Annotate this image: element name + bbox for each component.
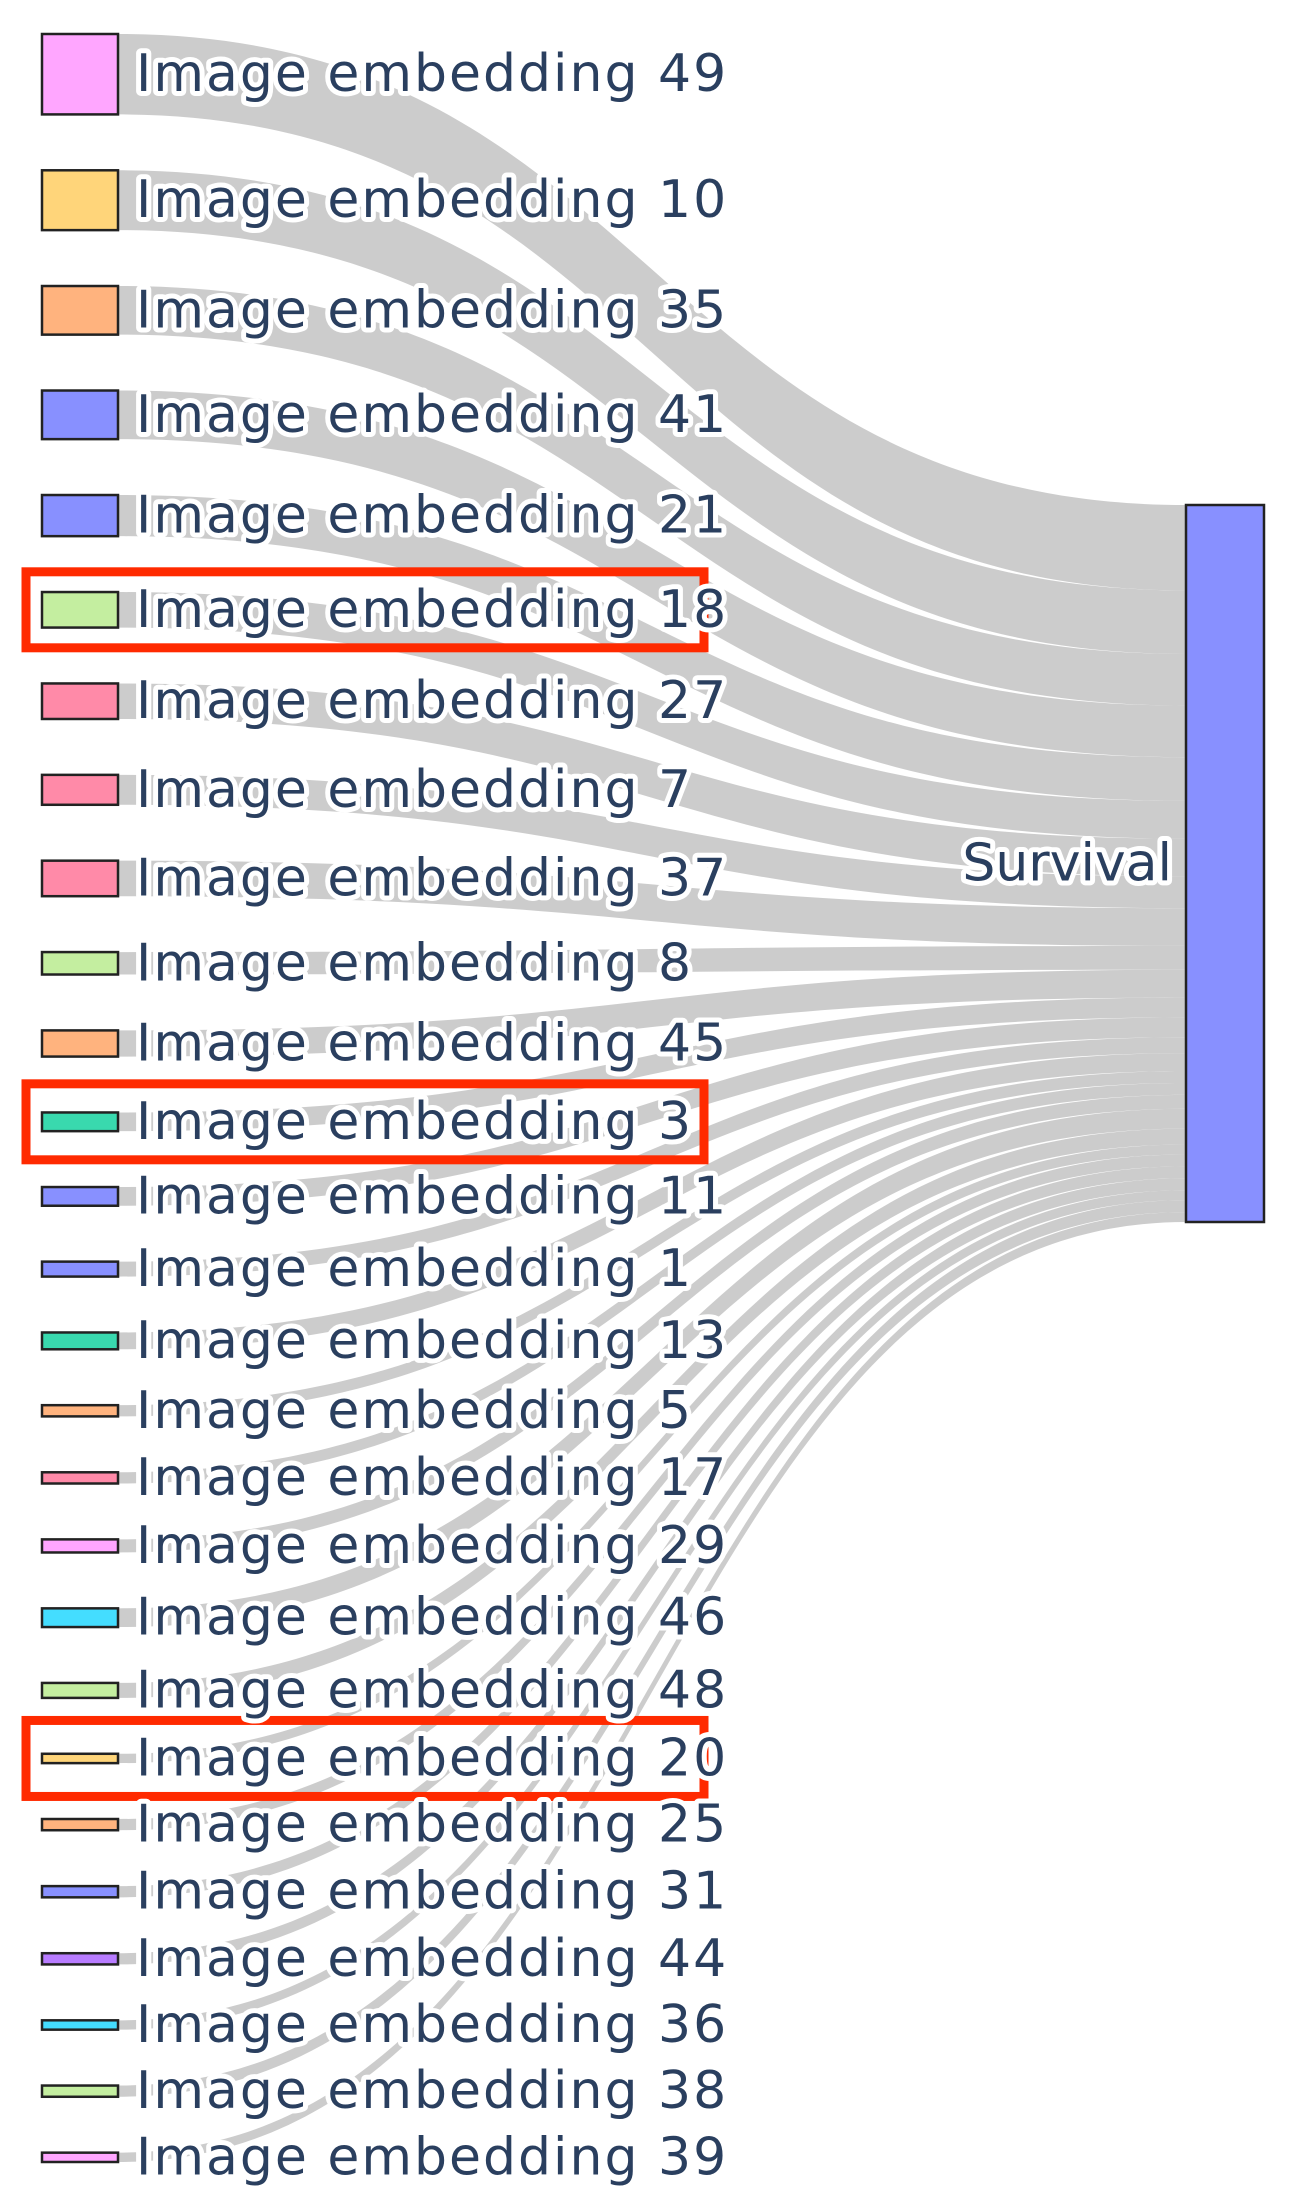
link-image-embedding-46[interactable]	[118, 1108, 1186, 1628]
source-node-image-embedding-39[interactable]	[40, 2151, 120, 2164]
highlight-box-image-embedding-18	[21, 567, 709, 653]
source-label-image-embedding-49: Image embedding 49	[136, 44, 728, 104]
source-label-image-embedding-38: Image embedding 38	[136, 2061, 728, 2121]
source-node-image-embedding-31[interactable]	[40, 1884, 120, 1899]
source-label-image-embedding-5: Image embedding 5	[136, 1381, 693, 1441]
source-node-image-embedding-11[interactable]	[40, 1185, 120, 1207]
source-label-image-embedding-17: Image embedding 17	[136, 1448, 728, 1508]
source-node-image-embedding-5[interactable]	[40, 1403, 120, 1418]
source-node-image-embedding-20[interactable]	[40, 1752, 120, 1765]
source-node-image-embedding-49[interactable]	[40, 32, 120, 116]
source-label-image-embedding-46: Image embedding 46	[136, 1588, 728, 1648]
source-node-image-embedding-37[interactable]	[40, 859, 120, 898]
target-node-group: Survival	[957, 503, 1266, 1224]
source-nodes	[40, 32, 120, 2164]
link-image-embedding-25[interactable]	[118, 1154, 1186, 1831]
source-label-image-embedding-25: Image embedding 25	[136, 1795, 728, 1855]
source-label-image-embedding-27: Image embedding 27	[136, 671, 728, 731]
source-node-image-embedding-29[interactable]	[40, 1538, 120, 1554]
link-image-embedding-31[interactable]	[118, 1166, 1186, 1898]
link-image-embedding-29[interactable]	[118, 1094, 1186, 1553]
link-image-embedding-5[interactable]	[118, 1071, 1186, 1417]
source-label-image-embedding-11: Image embedding 11	[136, 1166, 728, 1226]
link-image-embedding-37[interactable]	[118, 860, 1186, 946]
source-label-image-embedding-8: Image embedding 8	[136, 933, 693, 993]
source-node-image-embedding-13[interactable]	[40, 1331, 120, 1351]
link-image-embedding-44[interactable]	[118, 1178, 1186, 1965]
source-label-image-embedding-1: Image embedding 1	[136, 1239, 693, 1299]
source-node-image-embedding-38[interactable]	[40, 2084, 120, 2099]
link-image-embedding-49[interactable]	[118, 34, 1186, 591]
source-node-image-embedding-27[interactable]	[40, 682, 120, 721]
source-label-image-embedding-18: Image embedding 18	[136, 580, 728, 640]
source-label-image-embedding-3: Image embedding 3	[136, 1092, 693, 1152]
source-label-image-embedding-29: Image embedding 29	[136, 1516, 728, 1576]
link-image-embedding-17[interactable]	[118, 1082, 1186, 1484]
link-image-embedding-13[interactable]	[118, 1053, 1186, 1350]
link-image-embedding-27[interactable]	[118, 683, 1186, 877]
source-label-image-embedding-48: Image embedding 48	[136, 1660, 728, 1720]
source-node-image-embedding-7[interactable]	[40, 773, 120, 807]
highlight-box-image-embedding-3	[21, 1079, 709, 1165]
source-labels: Image embedding 49 Image embedding 10 Imag…	[131, 39, 731, 2192]
link-image-embedding-10[interactable]	[118, 170, 1186, 654]
source-label-image-embedding-13: Image embedding 13	[136, 1311, 728, 1371]
link-image-embedding-8[interactable]	[118, 945, 1186, 975]
link-image-embedding-39[interactable]	[118, 1212, 1186, 2162]
source-node-image-embedding-3[interactable]	[40, 1111, 120, 1133]
source-node-image-embedding-21[interactable]	[40, 493, 120, 538]
source-node-image-embedding-36[interactable]	[40, 2019, 120, 2031]
source-node-image-embedding-48[interactable]	[40, 1681, 120, 1700]
link-image-embedding-36[interactable]	[118, 1190, 1186, 2030]
source-node-image-embedding-1[interactable]	[40, 1260, 120, 1278]
source-node-image-embedding-46[interactable]	[40, 1607, 120, 1629]
source-node-image-embedding-18[interactable]	[40, 590, 120, 629]
link-image-embedding-11[interactable]	[118, 1017, 1186, 1206]
source-label-image-embedding-39: Image embedding 39	[136, 2127, 728, 2187]
link-image-embedding-3[interactable]	[118, 997, 1186, 1132]
source-label-image-embedding-44: Image embedding 44	[136, 1929, 728, 1989]
target-node-survival[interactable]	[1184, 503, 1266, 1224]
source-label-image-embedding-7: Image embedding 7	[136, 760, 693, 820]
source-node-image-embedding-35[interactable]	[40, 284, 120, 336]
highlight-box-image-embedding-20	[21, 1715, 709, 1801]
source-node-image-embedding-45[interactable]	[40, 1029, 120, 1058]
highlight-boxes	[21, 567, 709, 1801]
source-label-image-embedding-31: Image embedding 31	[136, 1862, 728, 1922]
link-image-embedding-45[interactable]	[118, 969, 1186, 1057]
source-label-image-embedding-10: Image embedding 10	[136, 170, 728, 230]
link-image-embedding-35[interactable]	[118, 286, 1186, 706]
target-label: Survival	[962, 834, 1172, 894]
source-node-image-embedding-44[interactable]	[40, 1951, 120, 1966]
source-label-image-embedding-35: Image embedding 35	[136, 280, 728, 340]
source-node-image-embedding-8[interactable]	[40, 950, 120, 976]
source-node-image-embedding-10[interactable]	[40, 169, 120, 232]
source-label-image-embedding-41: Image embedding 41	[136, 385, 728, 445]
link-image-embedding-18[interactable]	[118, 592, 1186, 839]
source-label-image-embedding-45: Image embedding 45	[136, 1013, 728, 1073]
link-image-embedding-7[interactable]	[118, 774, 1186, 909]
source-label-image-embedding-37: Image embedding 37	[136, 848, 728, 908]
source-label-image-embedding-20: Image embedding 20	[136, 1728, 728, 1788]
source-label-image-embedding-36: Image embedding 36	[136, 1995, 728, 2055]
link-image-embedding-48[interactable]	[118, 1128, 1186, 1698]
link-image-embedding-38[interactable]	[118, 1200, 1186, 2097]
source-node-image-embedding-17[interactable]	[40, 1471, 120, 1485]
source-node-image-embedding-25[interactable]	[40, 1817, 120, 1832]
source-node-image-embedding-41[interactable]	[40, 389, 120, 441]
link-image-embedding-20[interactable]	[118, 1144, 1186, 1764]
source-label-image-embedding-21: Image embedding 21	[136, 486, 728, 546]
